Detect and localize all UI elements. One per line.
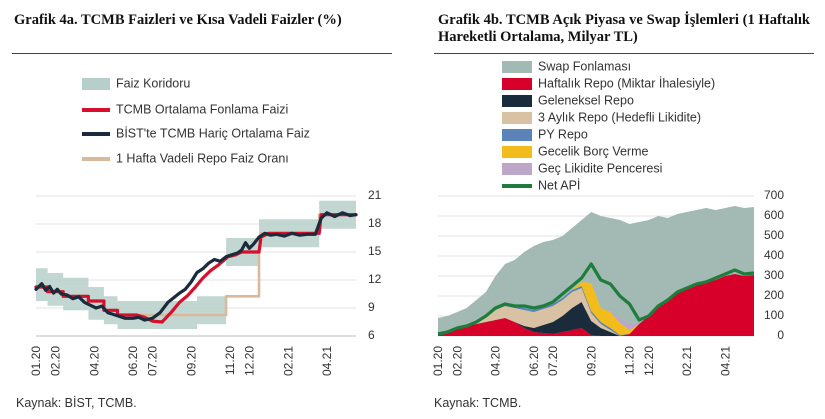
- y-tick-label: 9: [368, 300, 375, 314]
- legend-label-net: Net APİ: [538, 178, 580, 192]
- legend-label-haftalik: Haftalık Repo (Miktar İhalesiyle): [538, 76, 715, 90]
- right-chart: 0 100 200 300 400 500 600 700 01.20 02.20 04.20 06.…: [431, 59, 784, 376]
- x-tick-label: 09.20: [184, 346, 198, 376]
- right-title-rule: [434, 53, 814, 54]
- left-title-rule: [12, 53, 392, 54]
- left-chart: 6 9 12 15 18 21 01.20 02.20 04.20 06.20 07.20 09.20…: [29, 76, 382, 376]
- y-tick-label: 0: [777, 328, 784, 342]
- right-panel: Grafik 4b. TCMB Açık Piyasa ve Swap İşle…: [420, 0, 825, 419]
- legend-swatch-geleneksel: [502, 95, 532, 107]
- x-tick-label: 11.20: [623, 346, 637, 375]
- x-tick-label: 11.20: [223, 346, 237, 375]
- y-tick-label: 15: [368, 244, 382, 258]
- gecelik-area: [438, 274, 754, 335]
- legend-label-gec_likidite: Geç Likidite Penceresi: [538, 161, 662, 175]
- y-tick-label: 400: [764, 248, 784, 262]
- x-tick-label: 09.20: [584, 346, 598, 376]
- x-tick-label: 04.21: [718, 346, 732, 376]
- x-tick-label: 07.20: [546, 346, 560, 376]
- y-tick-label: 300: [764, 268, 784, 282]
- right-source: Kaynak: TCMB.: [434, 396, 522, 410]
- legend-label-swap: Swap Fonlaması: [538, 59, 631, 73]
- x-tick-label: 06.20: [527, 346, 541, 376]
- x-tick-label: 07.20: [146, 346, 160, 376]
- legend-label-gecelik: Gecelik Borç Verme: [538, 144, 649, 158]
- legend-swatch-corridor: [82, 78, 110, 90]
- legend-label-repo: 1 Hafta Vadeli Repo Faiz Oranı: [116, 151, 289, 165]
- corridor-band: [36, 200, 356, 329]
- x-tick-label: 02.21: [281, 346, 295, 376]
- x-tick-label: 01.20: [431, 346, 445, 376]
- x-tick-label: 04.20: [489, 346, 503, 376]
- y-tick-label: 200: [764, 288, 784, 302]
- y-tick-label: 21: [368, 188, 382, 202]
- legend-label-uc_aylik: 3 Aylık Repo (Hedefli Likidite): [538, 110, 701, 124]
- haftalik-area: [438, 274, 754, 336]
- legend-label-tcmb: TCMB Ortalama Fonlama Faizi: [116, 102, 288, 116]
- x-tick-label: 04.20: [87, 346, 101, 376]
- uc_aylik-area: [438, 274, 754, 336]
- legend-swatch-uc_aylik: [502, 112, 532, 124]
- x-tick-label: 06.20: [126, 346, 140, 376]
- legend-swatch-haftalik: [502, 78, 532, 90]
- left-chart-title: Grafik 4a. TCMB Faizleri ve Kısa Vadeli …: [14, 12, 342, 28]
- left-panel: Grafik 4a. TCMB Faizleri ve Kısa Vadeli …: [0, 0, 405, 419]
- legend-swatch-gec_likidite: [502, 163, 532, 175]
- legend-swatch-py: [502, 129, 532, 141]
- legend-label-geleneksel: Geleneksel Repo: [538, 93, 634, 107]
- x-tick-label: 02.20: [450, 346, 464, 376]
- legend-swatch-swap: [502, 61, 532, 73]
- y-tick-label: 18: [368, 216, 382, 230]
- x-tick-label: 04.21: [320, 346, 334, 376]
- bist-line: [34, 211, 358, 322]
- y-tick-label: 100: [764, 308, 784, 322]
- left-source: Kaynak: BİST, TCMB.: [16, 396, 137, 410]
- right-chart-title: Grafik 4b. TCMB Açık Piyasa ve Swap İşle…: [438, 12, 810, 45]
- y-tick-label: 12: [368, 272, 382, 286]
- x-tick-label: 12.20: [243, 346, 257, 376]
- legend-label-corridor: Faiz Koridoru: [116, 76, 190, 90]
- net-api-line: [437, 262, 755, 336]
- x-tick-label: 02.21: [680, 346, 694, 376]
- y-tick-label: 500: [764, 228, 784, 242]
- legend-label-bist: BİST'te TCMB Hariç Ortalama Faiz: [116, 126, 310, 140]
- x-tick-label: 01.20: [29, 346, 43, 376]
- y-tick-label: 700: [764, 188, 784, 202]
- legend-swatch-gecelik: [502, 146, 532, 158]
- x-tick-label: 12.20: [642, 346, 656, 376]
- y-tick-label: 6: [368, 328, 375, 342]
- y-tick-label: 600: [764, 208, 784, 222]
- legend-label-py: PY Repo: [538, 127, 588, 141]
- x-tick-label: 02.20: [49, 346, 63, 376]
